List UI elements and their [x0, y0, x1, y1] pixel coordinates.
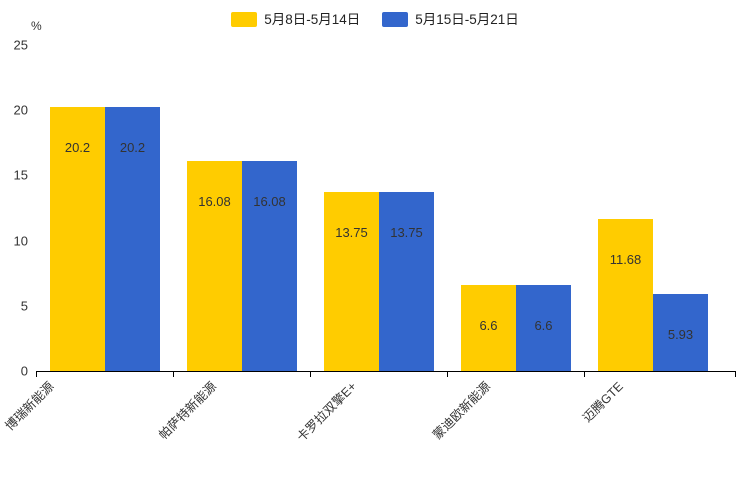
x-axis-category-label-3: 蒙迪欧新能源: [430, 379, 494, 443]
x-axis-category-label-1: 帕萨特新能源: [156, 379, 220, 443]
bar-value-label: 13.75: [390, 224, 423, 240]
legend-entry-series-1[interactable]: 5月8日-5月14日: [231, 12, 360, 27]
bar-value-label: 16.08: [198, 194, 231, 210]
bar-group-3: 6.6 6.6: [461, 284, 571, 371]
bar-series-2-category-2[interactable]: 13.75: [379, 191, 434, 371]
x-axis-tick-4: [584, 371, 585, 377]
bar-series-2-category-1[interactable]: 16.08: [242, 161, 297, 371]
y-axis-tick-0: 0: [20, 363, 28, 379]
y-axis-tick-10: 10: [13, 233, 28, 248]
y-axis-tick-25: 25: [13, 37, 28, 53]
bar-series-2-category-3[interactable]: 6.6: [516, 284, 571, 371]
bar-value-label: 20.2: [119, 140, 146, 156]
bar-group-2: 13.75 13.75: [324, 191, 434, 371]
legend-label-series-1: 5月8日-5月14日: [264, 11, 361, 27]
y-axis-unit-label: %: [31, 19, 42, 33]
bar-series-1-category-2[interactable]: 13.75: [324, 191, 379, 371]
x-axis-line: [36, 371, 736, 372]
x-axis-tick-5: [735, 371, 736, 377]
bar-series-2-category-0[interactable]: 20.2: [105, 107, 160, 371]
bar-value-label: 5.93: [667, 326, 694, 342]
y-axis-tick-20: 20: [13, 102, 28, 118]
bar-value-label: 6.6: [479, 317, 498, 333]
x-axis-tick-3: [447, 371, 448, 377]
y-axis-tick-5: 5: [20, 298, 28, 314]
bar-value-label: 20.2: [64, 140, 91, 156]
legend-swatch-icon-series-2: [382, 12, 409, 27]
bar-value-label: 16.08: [253, 194, 286, 210]
plot-area: 25 20 15 10 5 0 20.2 20.2 16.08 16.08 13…: [14, 38, 736, 378]
x-axis-tick-0: [36, 371, 37, 377]
x-axis-category-label-2: 卡罗拉双擎E+: [294, 379, 360, 445]
bar-value-label: 11.68: [609, 251, 642, 267]
x-axis-tick-2: [310, 371, 311, 377]
x-axis-tick-1: [173, 371, 174, 377]
bar-value-label: 13.75: [335, 224, 368, 240]
bar-value-label: 6.6: [534, 317, 553, 333]
y-axis-tick-15: 15: [13, 167, 28, 183]
bar-group-1: 16.08 16.08: [187, 161, 297, 371]
bar-group-0: 20.2 20.2: [50, 107, 160, 371]
legend-label-series-2: 5月15日-5月21日: [415, 11, 519, 27]
bar-series-1-category-1[interactable]: 16.08: [187, 161, 242, 371]
bar-series-2-category-4[interactable]: 5.93: [653, 293, 708, 371]
bar-series-1-category-3[interactable]: 6.6: [461, 284, 516, 371]
legend-swatch-icon-series-1: [231, 12, 258, 27]
x-axis-category-label-4: 迈腾GTE: [580, 379, 626, 426]
bar-series-1-category-4[interactable]: 11.68: [598, 218, 653, 371]
bar-series-1-category-0[interactable]: 20.2: [50, 107, 105, 371]
chart-legend: 5月8日-5月14日 5月15日-5月21日: [0, 12, 750, 27]
legend-entry-series-2[interactable]: 5月15日-5月21日: [382, 12, 519, 27]
x-axis-category-label-0: 博瑞新能源: [2, 379, 57, 434]
bar-group-4: 11.68 5.93: [598, 218, 708, 371]
